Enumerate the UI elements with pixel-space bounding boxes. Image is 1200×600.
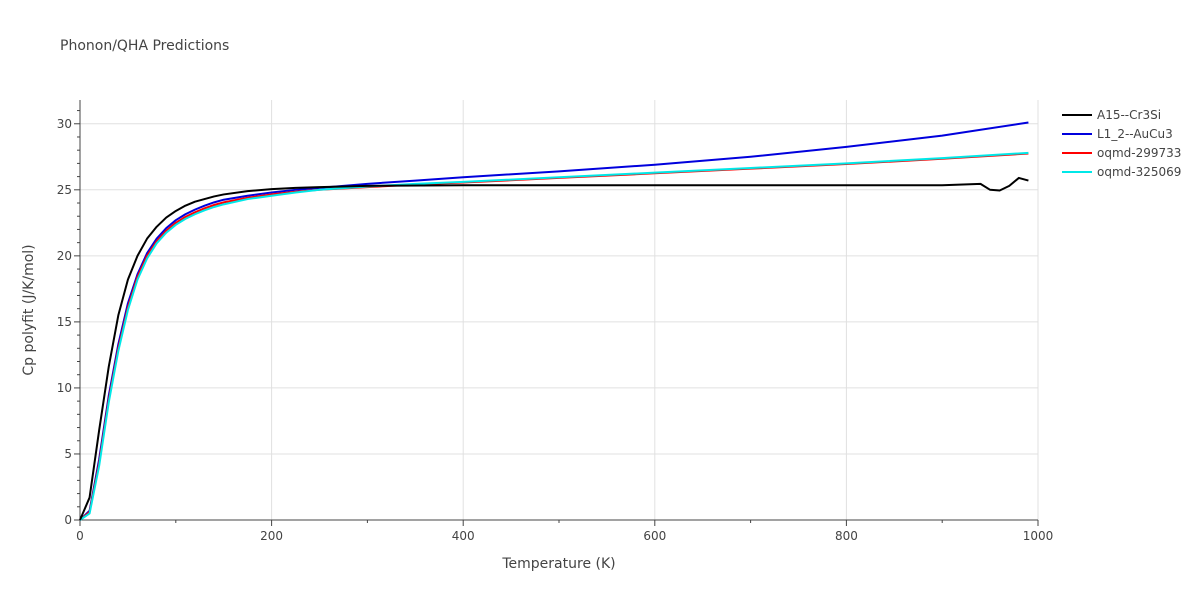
y-tick-label: 25 xyxy=(57,183,72,197)
plot-area xyxy=(79,121,1029,521)
axes xyxy=(79,100,1038,521)
y-tick-label: 20 xyxy=(57,249,72,263)
x-tick-label: 600 xyxy=(643,529,666,543)
x-tick-label: 1000 xyxy=(1023,529,1054,543)
series-line-A15--Cr3Si xyxy=(79,176,1029,521)
y-tick-label: 15 xyxy=(57,315,72,329)
x-axis-label: Temperature (K) xyxy=(501,556,615,572)
legend-item-label: L1_2--AuCu3 xyxy=(1097,127,1173,141)
grid xyxy=(80,100,1039,520)
series-line-L1_2--AuCu3 xyxy=(79,121,1029,521)
y-tick-label: 10 xyxy=(57,381,72,395)
series-line-oqmd-299733 xyxy=(79,152,1029,521)
x-tick-label: 400 xyxy=(452,529,475,543)
y-axis-label: Cp polyfit (J/K/mol) xyxy=(21,244,37,375)
x-tick-label: 200 xyxy=(260,529,283,543)
y-tick-label: 30 xyxy=(57,117,72,131)
y-tick-label: 5 xyxy=(64,447,72,461)
x-tick-label: 800 xyxy=(835,529,858,543)
series-line-oqmd-325069 xyxy=(79,151,1029,521)
x-axis-ticks: 0 200 400 600 800 1000 xyxy=(76,520,1053,543)
y-tick-label: 0 xyxy=(64,513,72,527)
legend-item-label: A15--Cr3Si xyxy=(1097,108,1161,122)
legend-item-label: oqmd-299733 xyxy=(1097,146,1181,160)
legend: A15--Cr3Si L1_2--AuCu3 oqmd-299733 oqmd-325… xyxy=(1062,108,1181,179)
chart-title: Phonon/QHA Predictions xyxy=(60,38,229,54)
legend-item-label: oqmd-325069 xyxy=(1097,165,1181,179)
x-tick-label: 0 xyxy=(76,529,84,543)
y-axis-ticks: 0 5 10 15 20 25 30 xyxy=(57,110,80,527)
